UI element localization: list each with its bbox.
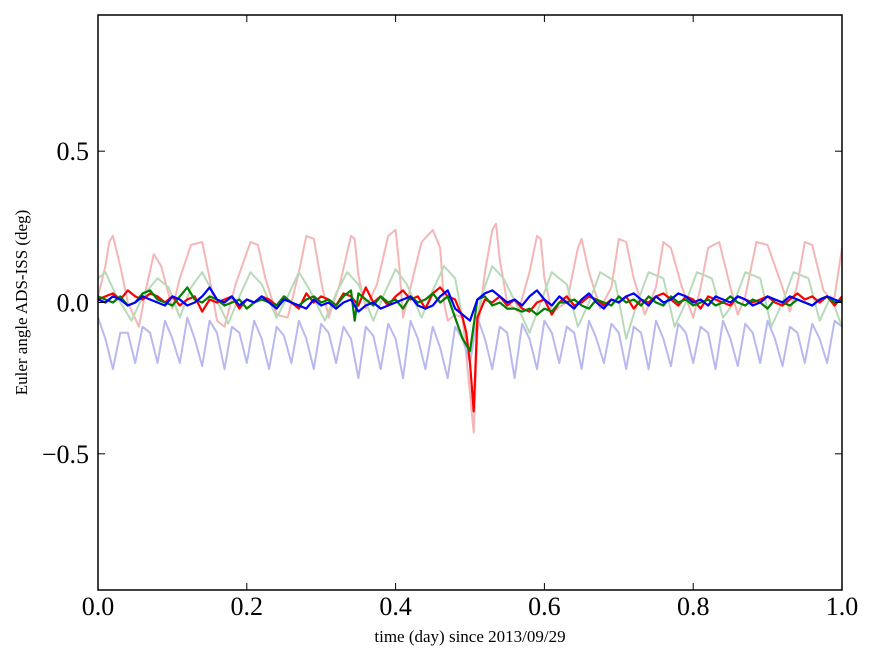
x-tick-label: 0.2 <box>231 592 264 621</box>
series-line-4 <box>97 286 843 413</box>
series-line-5 <box>97 286 843 352</box>
x-tick-label: 0.8 <box>677 592 710 621</box>
series-layer <box>97 222 843 434</box>
y-tick-label: −0.5 <box>42 440 89 469</box>
x-tick-label: 1.0 <box>826 592 859 621</box>
x-axis-label: time (day) since 2013/09/29 <box>374 627 565 646</box>
x-tick-label: 0.0 <box>82 592 115 621</box>
y-tick-label: 0.0 <box>57 289 90 318</box>
x-tick-label: 0.6 <box>528 592 561 621</box>
y-tick-label: 0.5 <box>57 137 90 166</box>
series-line-1 <box>97 222 843 434</box>
series-line-6 <box>97 286 843 322</box>
x-tick-label: 0.4 <box>379 592 412 621</box>
y-axis-label: Euler angle ADS-ISS (deg) <box>12 210 31 396</box>
tick-layer: 0.0 0.2 0.4 0.6 0.8 1.0 −0.5 0.0 0.5 <box>42 15 858 621</box>
